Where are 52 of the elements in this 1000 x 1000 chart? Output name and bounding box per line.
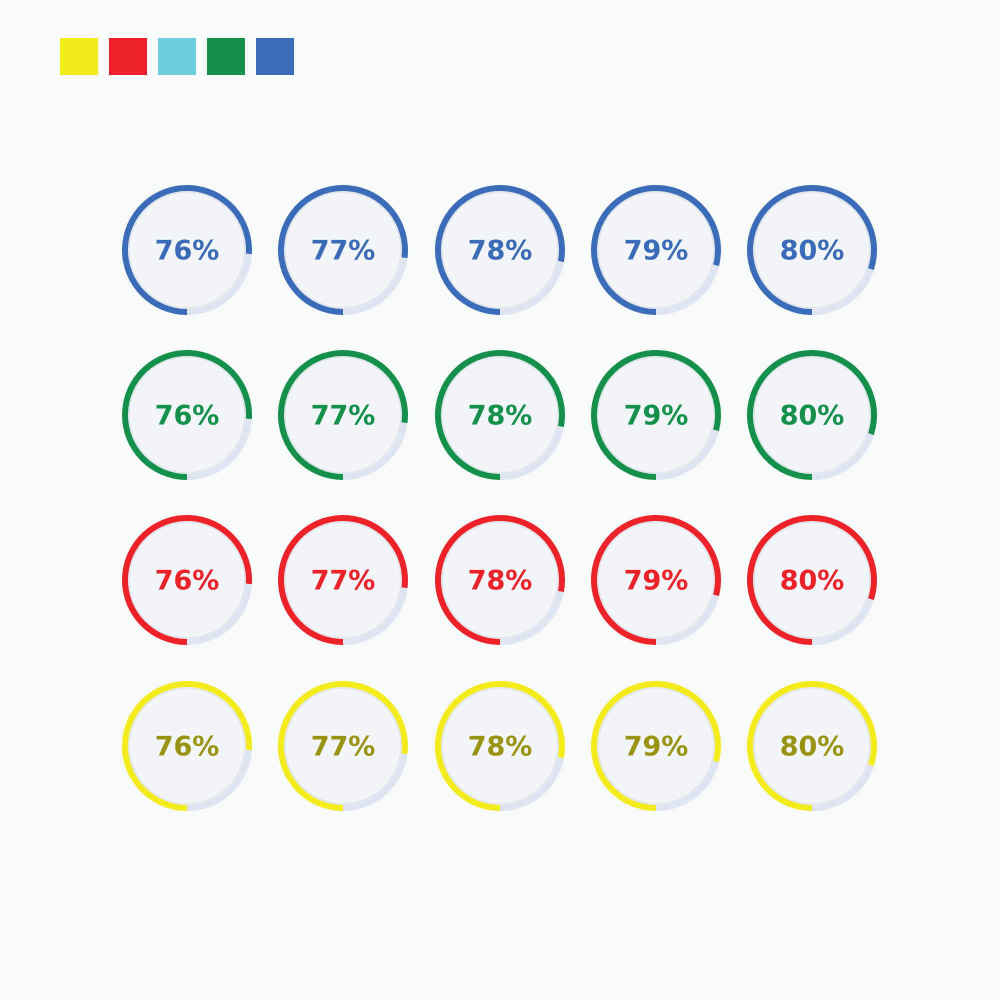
donut-slice xyxy=(812,268,874,315)
donut-slice xyxy=(591,681,721,811)
donut-slice xyxy=(747,681,877,811)
donut-slice xyxy=(278,681,408,811)
donut-slice xyxy=(122,185,252,315)
donut-slice xyxy=(591,350,721,480)
donut-slice xyxy=(591,515,721,645)
donut-slice xyxy=(435,350,565,480)
text: 76% xyxy=(154,400,220,432)
donut-slice xyxy=(278,515,408,645)
donut-slice xyxy=(122,681,252,811)
donut-slice xyxy=(435,515,565,645)
donut-slice xyxy=(500,261,564,315)
donut-slice xyxy=(656,760,719,811)
text: 79% xyxy=(624,565,688,596)
donut-slice xyxy=(122,515,252,645)
text: 76% xyxy=(154,235,220,266)
text: 80% xyxy=(780,731,844,762)
text: 78% xyxy=(468,731,532,762)
donut-slice xyxy=(122,350,252,480)
text: 77% xyxy=(310,400,376,432)
donut-slice xyxy=(435,185,565,315)
text: 76% xyxy=(154,565,220,596)
donut-slice xyxy=(500,591,564,645)
text: 78% xyxy=(468,235,532,266)
donut-slice xyxy=(747,350,877,480)
donut-slice xyxy=(591,185,721,315)
text: 77% xyxy=(310,235,376,266)
donut-slice xyxy=(278,185,408,315)
text: 77% xyxy=(310,731,376,762)
donut-slice xyxy=(656,264,719,315)
donut-slice xyxy=(747,185,877,315)
donut-slice xyxy=(747,515,877,645)
donut-slice xyxy=(656,594,719,645)
text: 78% xyxy=(468,565,532,596)
donut-slice xyxy=(656,430,719,480)
donut-slice xyxy=(812,433,874,480)
donut-slice xyxy=(278,350,408,480)
donut-slice xyxy=(812,764,874,811)
donut-slice xyxy=(500,426,564,480)
text: 79% xyxy=(624,400,688,432)
text: 80% xyxy=(780,565,844,596)
text: 77% xyxy=(310,565,376,596)
text: 80% xyxy=(780,235,844,266)
donut-slice xyxy=(435,681,565,811)
donut-slice xyxy=(500,757,564,811)
text: 76% xyxy=(154,731,220,762)
text: 79% xyxy=(624,235,688,266)
donut-slice xyxy=(812,598,874,645)
text: 78% xyxy=(468,400,532,432)
text: 80% xyxy=(780,400,844,432)
text: 79% xyxy=(624,731,688,762)
